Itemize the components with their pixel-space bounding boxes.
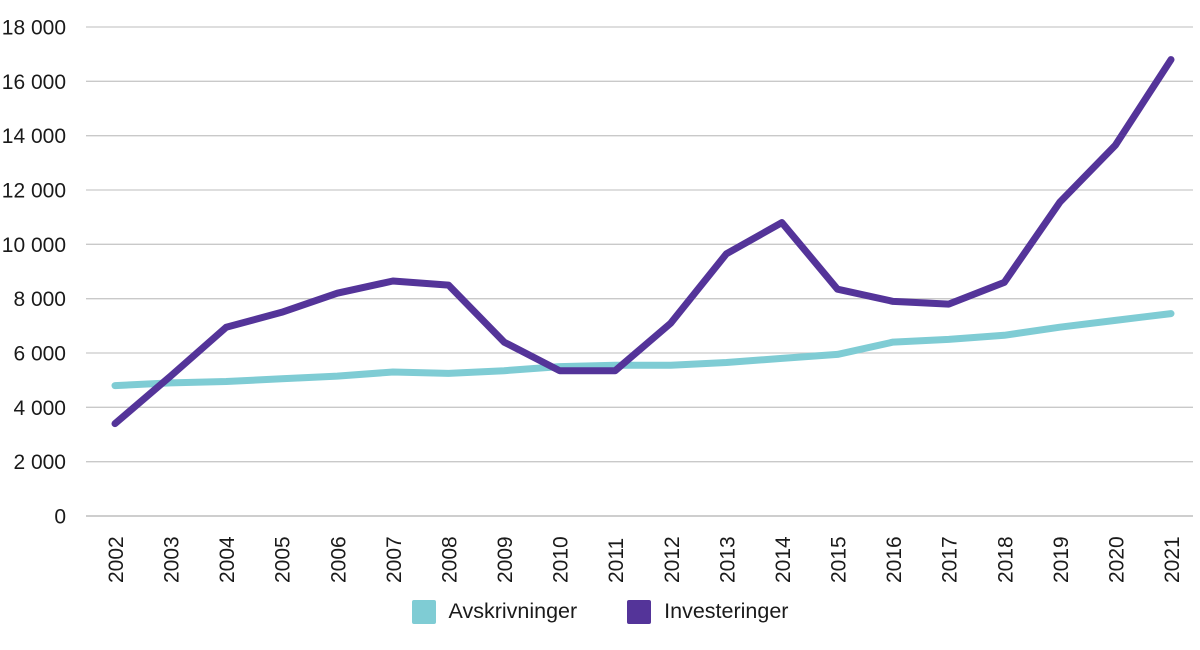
y-tick-label: 14 000 [2, 125, 66, 148]
x-tick-label: 2013 [716, 536, 739, 583]
x-tick-label: 2015 [828, 536, 851, 583]
x-tick-label: 2014 [772, 536, 795, 583]
x-tick-label: 2020 [1105, 536, 1128, 583]
y-tick-label: 10 000 [2, 234, 66, 257]
x-tick-label: 2004 [216, 536, 239, 583]
x-tick-label: 2008 [438, 536, 461, 583]
legend-item-investeringer: Investeringer [627, 599, 788, 624]
x-tick-label: 2012 [661, 536, 684, 583]
x-tick-label: 2011 [605, 538, 628, 583]
x-tick-label: 2018 [994, 536, 1017, 583]
y-tick-label: 18 000 [2, 17, 66, 40]
y-axis-labels: 0 2 000 4 000 6 000 8 000 10 000 12 000 14 000 1… [2, 17, 66, 529]
x-tick-label: 2010 [550, 536, 573, 583]
gridlines [86, 26, 1193, 517]
chart-plot-area: 0 2 000 4 000 6 000 8 000 10 000 12 000 14 000 1… [2, 17, 1193, 583]
x-tick-label: 2021 [1161, 536, 1184, 583]
chart-legend: Avskrivninger Investeringer [0, 599, 1200, 624]
series-line-avskrivninger [111, 310, 1175, 390]
y-tick-label: 2 000 [13, 451, 66, 474]
y-tick-label: 0 [54, 506, 66, 529]
x-tick-label: 2006 [327, 536, 350, 583]
x-tick-label: 2009 [494, 536, 517, 583]
y-tick-label: 4 000 [13, 397, 66, 420]
legend-label-investeringer: Investeringer [664, 599, 789, 623]
y-tick-label: 8 000 [13, 288, 66, 311]
x-axis-labels: 2002 2003 2004 2005 2006 2007 2008 2009 2010 2011… [105, 536, 1184, 583]
x-tick-label: 2016 [883, 536, 906, 583]
series-line-investeringer [111, 56, 1175, 428]
legend-item-avskrivninger: Avskrivninger [411, 599, 578, 624]
legend-swatch-avskrivninger [411, 599, 436, 624]
legend-swatch-investeringer [627, 599, 652, 624]
y-tick-label: 12 000 [2, 180, 66, 203]
x-tick-label: 2005 [272, 536, 295, 583]
y-tick-label: 6 000 [13, 343, 66, 366]
x-tick-label: 2017 [939, 536, 962, 583]
x-tick-label: 2002 [105, 536, 128, 583]
legend-label-avskrivninger: Avskrivninger [448, 599, 578, 623]
x-tick-label: 2007 [383, 536, 406, 583]
y-tick-label: 16 000 [2, 71, 66, 94]
x-tick-label: 2003 [161, 536, 184, 583]
x-tick-label: 2019 [1050, 536, 1073, 583]
